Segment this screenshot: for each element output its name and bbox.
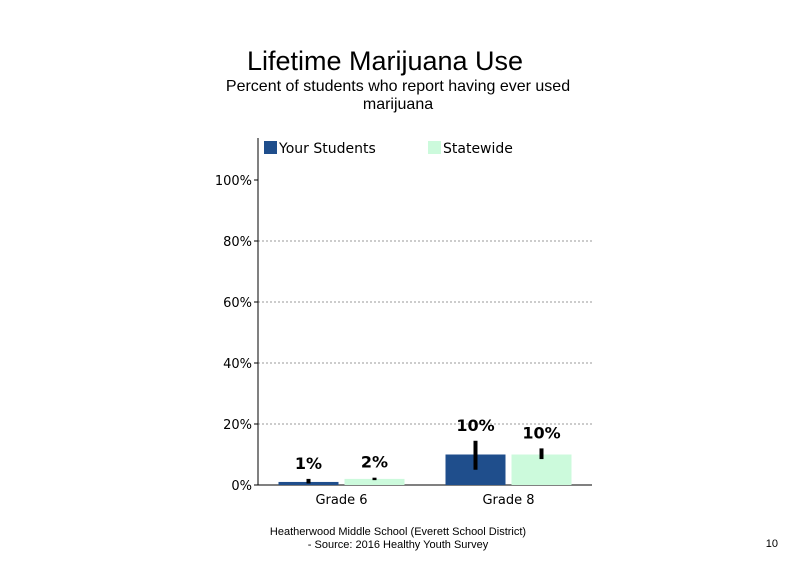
page-number: 10 bbox=[765, 538, 778, 550]
bar bbox=[344, 478, 405, 485]
data-label: 2% bbox=[361, 453, 388, 472]
footer-survey: - Source: 2016 Healthy Youth Survey bbox=[307, 539, 489, 551]
y-tick-label: 100% bbox=[215, 174, 252, 189]
data-label: 10% bbox=[522, 423, 560, 442]
legend-swatch bbox=[428, 141, 441, 154]
footer-school: Heatherwood Middle School (Everett Schoo… bbox=[269, 526, 527, 538]
chart-subtitle: Percent of students who report having ev… bbox=[198, 78, 598, 114]
x-category-label: Grade 8 bbox=[482, 493, 534, 508]
chart-subtitle-line-2: marijuana bbox=[362, 96, 434, 113]
legend-label: Statewide bbox=[443, 141, 513, 157]
y-tick-label: 20% bbox=[223, 418, 252, 433]
bar bbox=[511, 454, 572, 485]
chart-subtitle-line-1: Percent of students who report having ev… bbox=[225, 78, 571, 95]
data-label: 1% bbox=[295, 454, 322, 473]
y-tick-label: 80% bbox=[223, 235, 252, 250]
legend-label: Your Students bbox=[278, 141, 376, 157]
footer-source: Heatherwood Middle School (Everett Schoo… bbox=[248, 526, 548, 552]
y-tick-label: 60% bbox=[223, 296, 252, 311]
data-label: 10% bbox=[456, 416, 494, 435]
chart-title: Lifetime Marijuana Use bbox=[246, 46, 524, 76]
y-tick-label: 0% bbox=[231, 479, 252, 494]
y-tick-label: 40% bbox=[223, 357, 252, 372]
x-category-label: Grade 6 bbox=[315, 493, 367, 508]
legend-swatch bbox=[264, 141, 277, 154]
